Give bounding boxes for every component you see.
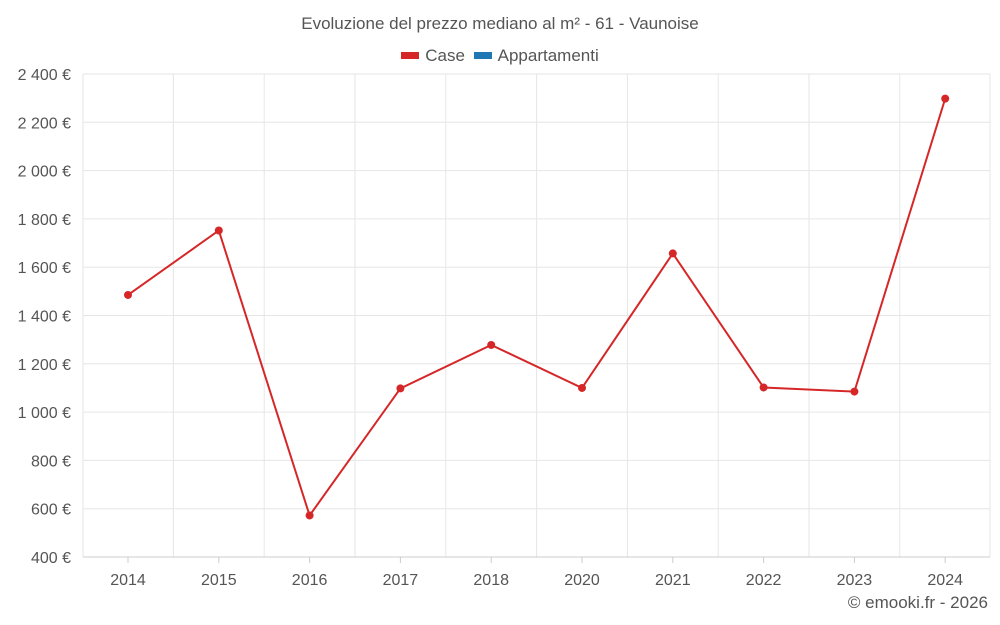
y-tick-label: 2 400 €	[18, 67, 71, 84]
x-tick-label: 2018	[473, 572, 509, 589]
legend-item-appartamenti[interactable]: Appartamenti	[473, 45, 599, 66]
y-tick-label: 800 €	[31, 453, 71, 470]
credit-text: © emooki.fr - 2026	[847, 593, 988, 612]
series-layer	[124, 94, 950, 520]
data-point[interactable]	[941, 94, 950, 103]
data-point[interactable]	[578, 383, 586, 392]
legend-label-case: Case	[425, 45, 465, 65]
legend-swatch-appartamenti	[473, 52, 492, 59]
y-tick-label: 600 €	[31, 502, 71, 519]
data-point[interactable]	[850, 387, 859, 396]
x-tick-label: 2024	[927, 572, 963, 589]
data-point[interactable]	[305, 511, 314, 520]
data-point[interactable]	[487, 340, 496, 349]
x-tick-label: 2021	[655, 572, 691, 589]
x-tick-label: 2016	[292, 572, 328, 589]
y-tick-label: 1 600 €	[18, 260, 71, 277]
data-point[interactable]	[668, 249, 677, 258]
y-tick-label: 2 200 €	[18, 115, 71, 132]
data-point[interactable]	[396, 384, 405, 393]
legend-swatch-case	[401, 52, 420, 59]
data-point[interactable]	[759, 383, 768, 392]
x-tick-label: 2015	[201, 572, 237, 589]
x-tick-label: 2014	[110, 572, 146, 589]
y-tick-label: 2 000 €	[18, 164, 71, 181]
y-tick-label: 400 €	[31, 550, 71, 567]
data-point[interactable]	[214, 226, 223, 235]
y-tick-label: 1 000 €	[18, 405, 71, 422]
legend: Case Appartamenti	[0, 44, 1000, 66]
series-line-case	[127, 98, 947, 518]
legend-label-appartamenti: Appartamenti	[497, 45, 599, 65]
y-tick-label: 1 200 €	[18, 357, 71, 374]
x-tick-label: 2023	[837, 572, 873, 589]
x-tick-label: 2020	[564, 572, 600, 589]
x-tick-label: 2022	[746, 572, 782, 589]
legend-item-case[interactable]: Case	[401, 46, 465, 66]
axis-layer: 400 € 600 € 800 € 1 000 € 1 200 € 1 400 € 1 60…	[18, 67, 990, 589]
chart-title: Evoluzione del prezzo mediano al m² - 61…	[301, 14, 699, 33]
grid-layer	[82, 73, 991, 558]
y-tick-label: 1 400 €	[18, 309, 71, 326]
x-tick-label: 2017	[383, 572, 419, 589]
data-point[interactable]	[124, 290, 132, 299]
y-tick-label: 1 800 €	[18, 212, 71, 229]
